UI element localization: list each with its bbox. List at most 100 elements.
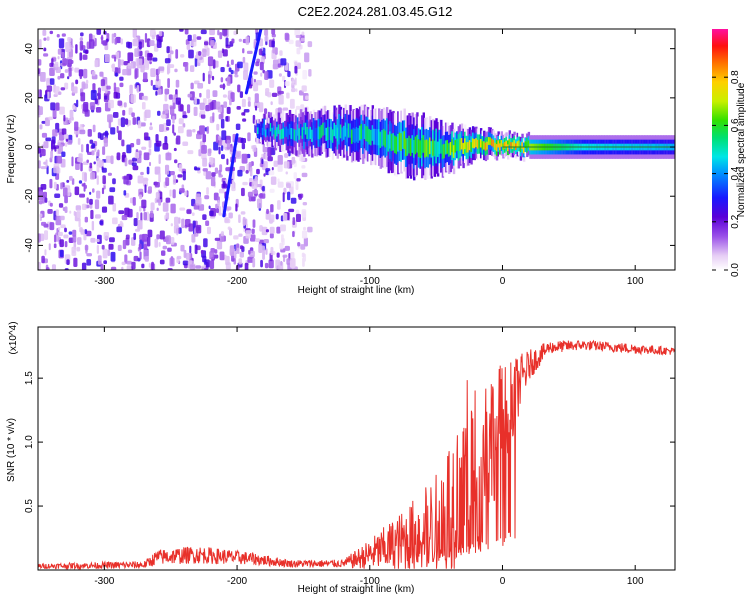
signal-band-cell: [413, 140, 416, 158]
signal-band-cell: [295, 129, 298, 142]
signal-band-cell: [484, 142, 488, 151]
spectrogram-cell: [223, 101, 228, 108]
spectrogram-cell: [76, 99, 79, 108]
spectrogram-cell: [46, 36, 50, 41]
spectrogram-cell: [155, 78, 161, 88]
spectrogram-cell: [96, 157, 101, 167]
spectrogram-cell: [194, 57, 198, 67]
spectrogram-cell: [220, 154, 225, 160]
spectrogram-frame: [37, 28, 676, 271]
signal-band-cell: [276, 127, 279, 137]
spectrogram-cell: [210, 101, 214, 111]
signal-band-cell: [465, 142, 468, 153]
signal-band-cell: [379, 131, 382, 149]
spectrogram-cell: [179, 188, 185, 193]
spectrogram-cell: [165, 177, 170, 186]
spectrogram-cell: [56, 33, 60, 38]
spectrogram-cell: [112, 178, 116, 185]
spectrogram-cell: [86, 258, 92, 266]
spectrogram-cell: [267, 146, 272, 157]
spectrogram-cell: [131, 112, 135, 118]
spectrogram-cell: [181, 218, 185, 229]
spectrogram-cell: [308, 69, 312, 77]
spectrogram-cell: [154, 166, 161, 175]
spectrogram-cell: [234, 250, 237, 259]
spectrogram-cell: [218, 212, 223, 216]
spectrogram-cell: [260, 245, 265, 252]
spectrogram-cell: [168, 64, 175, 69]
spectrogram-cell: [253, 71, 258, 75]
spectrogram-cell: [196, 133, 202, 140]
spectrogram-cell: [52, 129, 58, 137]
spectrogram-cell: [113, 91, 118, 99]
signal-band-cell: [330, 127, 333, 141]
spectrogram-cell: [166, 119, 171, 127]
spectrogram-cell: [194, 97, 197, 105]
spectrogram-cell: [184, 190, 188, 197]
spectrogram-cell: [66, 179, 70, 183]
spectrogram-cell: [144, 32, 148, 43]
colorbar-label: Normalized spectral amplitude: [736, 82, 747, 217]
spectrogram-cell: [165, 235, 171, 245]
spectrogram-cell: [117, 130, 122, 141]
spectrogram-cell: [156, 39, 162, 49]
spectrogram-cell: [270, 176, 277, 185]
signal-band-cell: [460, 138, 464, 150]
signal-band-cell: [403, 131, 406, 149]
signal-band-cell: [298, 128, 301, 140]
signal-band-cell: [521, 142, 524, 149]
spectrogram-cell: [233, 235, 239, 240]
spectrogram-cell: [241, 98, 246, 108]
spectrogram-cell: [242, 48, 245, 54]
spectrogram-cell: [256, 168, 260, 175]
spectrogram-cell: [65, 42, 71, 52]
spectrogram-cell: [57, 56, 60, 60]
signal-band-cell: [347, 123, 351, 138]
spectrogram-cell: [205, 104, 210, 112]
spectrogram-cell: [210, 40, 215, 47]
colorbar-tick-label: 0.8: [730, 70, 741, 84]
spectrogram-cell: [183, 249, 187, 258]
signal-band-cell: [500, 139, 504, 147]
signal-band-cell: [342, 125, 346, 140]
spectrogram-cell: [132, 29, 137, 38]
spectrogram-cell: [247, 191, 254, 198]
spectrogram-cell: [255, 61, 260, 67]
spectrogram-cell: [239, 251, 245, 258]
spectrogram-cell: [297, 242, 301, 247]
signal-band-cell: [476, 139, 480, 149]
spectrogram-cell: [281, 234, 284, 243]
spectrogram-cell: [60, 224, 66, 229]
signal-band-cell: [506, 144, 510, 152]
spectrogram-cell: [130, 94, 136, 103]
signal-band-cell: [284, 127, 287, 138]
signal-band-cell: [346, 128, 349, 143]
spectrogram-cell: [86, 253, 93, 257]
spectrogram-cell: [275, 213, 279, 220]
spectrogram-cell: [140, 171, 144, 176]
signal-band-cell: [518, 140, 521, 148]
spectrogram-cell: [154, 238, 159, 248]
spectrogram-cell: [118, 210, 125, 215]
spectrogram-cell: [116, 152, 121, 161]
spectrogram-cell: [58, 203, 64, 208]
spectrogram-cell: [67, 139, 73, 145]
spectrogram-cell: [136, 58, 143, 69]
signal-band-cell: [444, 140, 448, 155]
signal-band-cell: [441, 144, 445, 160]
spectrogram-cell: [117, 100, 123, 106]
spectrogram-cell: [236, 105, 241, 110]
spectrogram-cell: [206, 126, 210, 134]
spectrogram-cell: [165, 197, 171, 203]
spectrogram-cell: [251, 77, 254, 85]
signal-band-cell: [355, 126, 359, 142]
spectrogram-cell: [43, 37, 47, 41]
spectrogram-cell: [143, 152, 150, 161]
spectrogram-cell: [134, 68, 139, 78]
spectrogram-cell: [206, 226, 211, 235]
spectrogram-cell: [40, 149, 46, 157]
spectrogram-cell: [95, 238, 100, 243]
signal-band-cell: [389, 131, 392, 149]
snr-x-axis-label: Height of straight line (km): [298, 584, 415, 595]
